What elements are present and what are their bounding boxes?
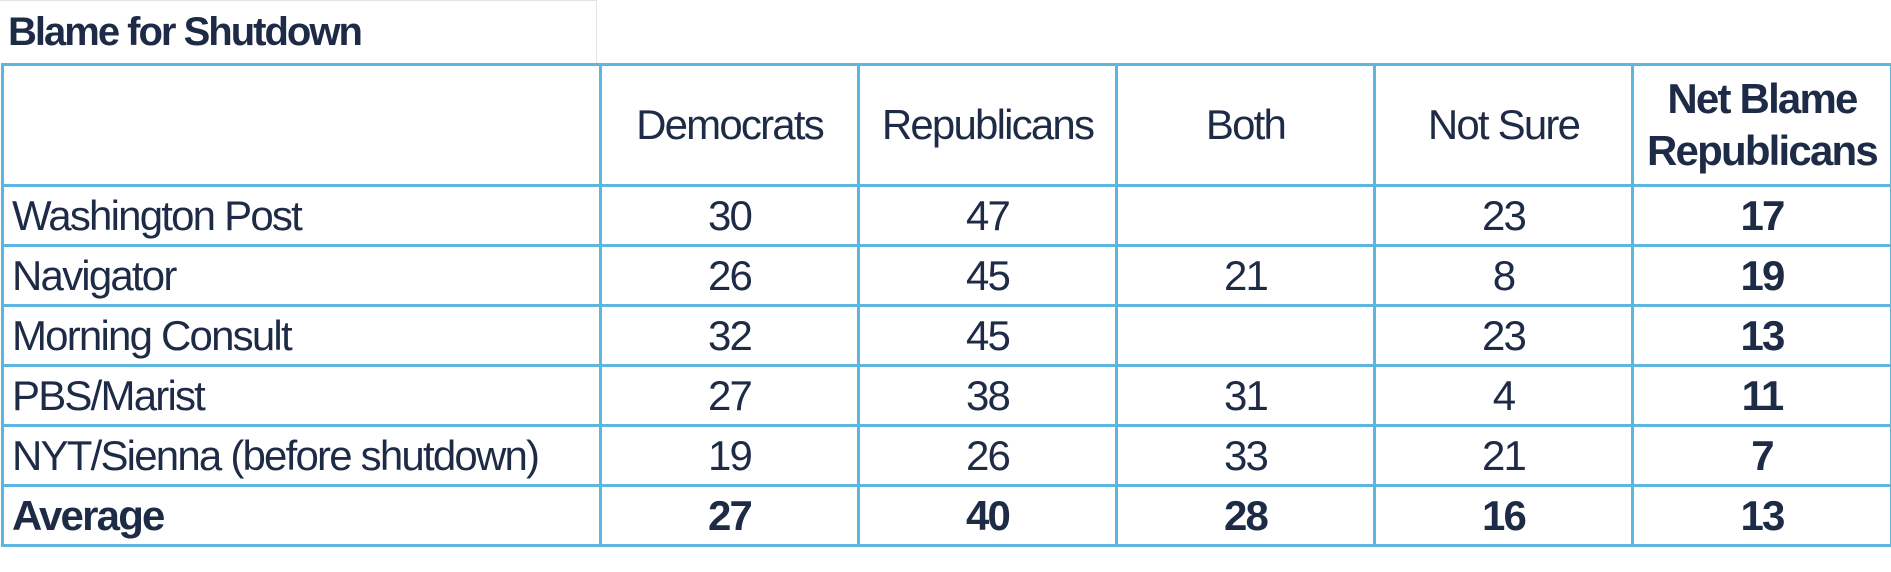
- table-cell: 40: [857, 484, 1118, 547]
- row-label: Navigator: [1, 244, 602, 307]
- row-label: Washington Post: [1, 184, 602, 247]
- table-cell: 28: [1115, 484, 1376, 547]
- table-cell: 45: [857, 304, 1118, 367]
- header-cell: Both: [1115, 63, 1376, 187]
- header-cell: Not Sure: [1373, 63, 1634, 187]
- table-cell: 19: [1631, 244, 1891, 307]
- header-cell: Democrats: [599, 63, 860, 187]
- table-cell: 30: [599, 184, 860, 247]
- row-label: PBS/Marist: [1, 364, 602, 427]
- header-cell: Republicans: [857, 63, 1118, 187]
- table-row: NYT/Sienna (before shutdown) 19 26 33 21 7: [1, 424, 1891, 487]
- table-cell: 17: [1631, 184, 1891, 247]
- table-cell: 23: [1373, 184, 1634, 247]
- table-cell: 21: [1115, 244, 1376, 307]
- table-cell: 21: [1373, 424, 1634, 487]
- header-cell: [1, 63, 602, 187]
- header-cell: Net Blame Republicans: [1631, 63, 1891, 187]
- table-cell: 4: [1373, 364, 1634, 427]
- table-title: Blame for Shutdown: [0, 0, 597, 63]
- table-cell: 31: [1115, 364, 1376, 427]
- table-cell: 19: [599, 424, 860, 487]
- table-cell: 13: [1631, 304, 1891, 367]
- table-cell: 16: [1373, 484, 1634, 547]
- table-row: Washington Post 30 47 23 17: [1, 184, 1891, 247]
- table-cell: [1115, 304, 1376, 367]
- table-row: Morning Consult 32 45 23 13: [1, 304, 1891, 367]
- table-row: PBS/Marist 27 38 31 4 11: [1, 364, 1891, 427]
- table-cell: 32: [599, 304, 860, 367]
- table-cell: 27: [599, 364, 860, 427]
- table-cell: 26: [857, 424, 1118, 487]
- table-row: Average 27 40 28 16 13: [1, 484, 1891, 547]
- table-cell: 13: [1631, 484, 1891, 547]
- table-cell: 27: [599, 484, 860, 547]
- table-cell: 45: [857, 244, 1118, 307]
- table-cell: 38: [857, 364, 1118, 427]
- table-cell: 26: [599, 244, 860, 307]
- table-cell: 7: [1631, 424, 1891, 487]
- table-cell: 11: [1631, 364, 1891, 427]
- table-cell: [1115, 184, 1376, 247]
- header-row: Democrats Republicans Both Not Sure Net Blam…: [1, 63, 1891, 187]
- table-cell: 23: [1373, 304, 1634, 367]
- row-label: Average: [1, 484, 602, 547]
- table-row: Navigator 26 45 21 8 19: [1, 244, 1891, 307]
- table-cell: 8: [1373, 244, 1634, 307]
- data-table: Democrats Republicans Both Not Sure Net Blam…: [1, 63, 1891, 547]
- row-label: Morning Consult: [1, 304, 602, 367]
- table-cell: 33: [1115, 424, 1376, 487]
- table-cell: 47: [857, 184, 1118, 247]
- row-label: NYT/Sienna (before shutdown): [1, 424, 602, 487]
